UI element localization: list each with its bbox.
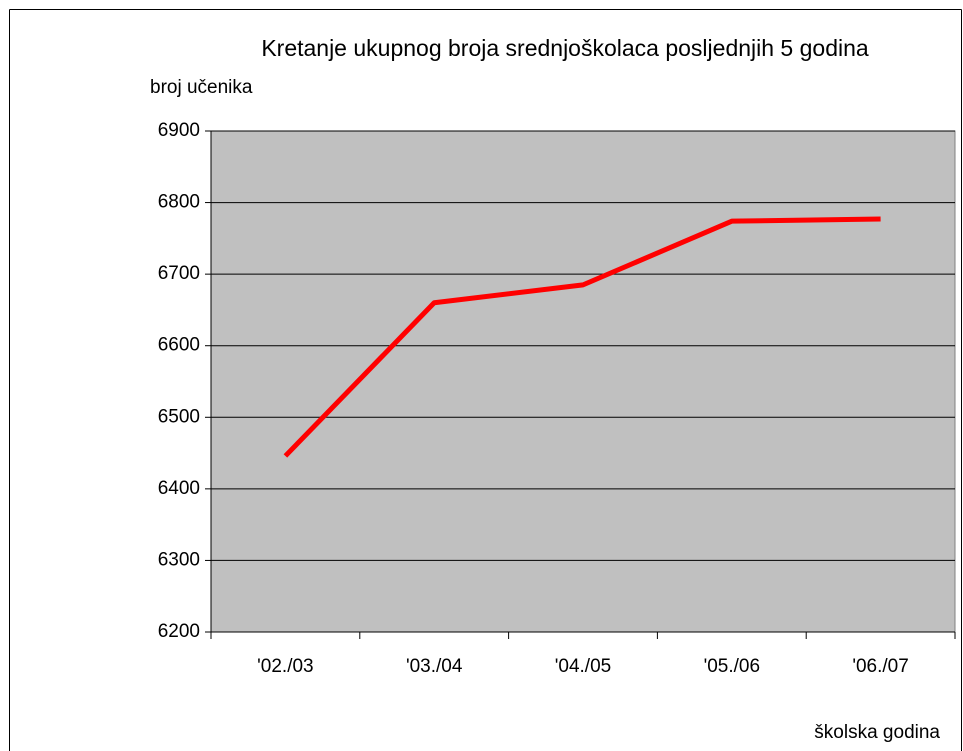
y-tick-label: 6200 [158, 621, 200, 642]
chart-title: Kretanje ukupnog broja srednjoškolaca po… [261, 35, 869, 61]
x-tick-label: '03./04 [406, 656, 463, 677]
x-tick-label: '04./05 [555, 656, 611, 677]
x-axis-label: školska godina [814, 722, 940, 743]
x-tick-label: '02./03 [257, 656, 313, 677]
y-axis-label: broj učenika [150, 77, 253, 98]
y-tick-label: 6900 [158, 120, 200, 141]
y-tick-label: 6300 [158, 549, 200, 570]
plot-area [210, 130, 956, 633]
y-tick-label: 6800 [158, 192, 200, 213]
x-tick-label: '06./07 [852, 656, 908, 677]
data-line [283, 216, 881, 458]
x-tick-label: '05./06 [704, 656, 760, 677]
y-tick-label: 6500 [158, 406, 200, 427]
y-tick-label: 6700 [158, 263, 200, 284]
y-tick-label: 6400 [158, 478, 200, 499]
y-tick-label: 6600 [158, 335, 200, 356]
